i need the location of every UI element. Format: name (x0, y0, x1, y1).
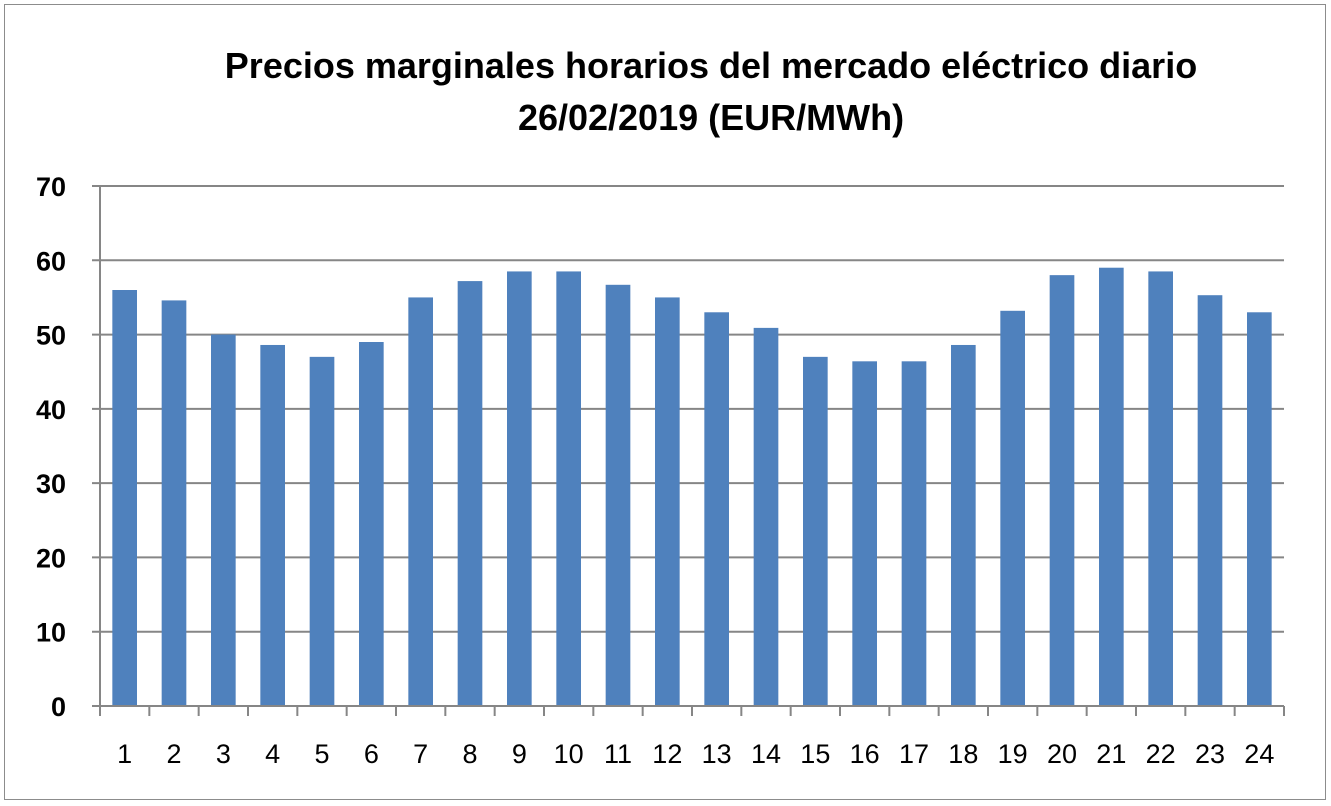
bar (112, 290, 137, 706)
x-tick-label: 21 (1096, 739, 1126, 769)
bar (1197, 295, 1223, 706)
chart-title: Precios marginales horarios del mercado … (224, 45, 1198, 86)
bar (753, 327, 779, 706)
y-tick-label: 0 (51, 692, 66, 722)
x-tick-label: 3 (216, 739, 231, 769)
x-tick-label: 15 (800, 739, 830, 769)
x-tick-label: 4 (265, 739, 280, 769)
x-tick-label: 16 (850, 739, 880, 769)
x-tick-labels: 1 2 3 4 5 6 7 8 9 10 11 12 13 14 15 16 17 18 19 20 21 22 23 24 (117, 739, 1274, 769)
bar (161, 300, 187, 706)
bar (704, 312, 729, 706)
bar (211, 334, 236, 706)
bar (1099, 267, 1124, 706)
x-tick-label: 9 (512, 739, 527, 769)
y-tick-labels: 0 10 20 30 40 50 60 70 (36, 172, 66, 722)
y-tick-label: 40 (36, 395, 66, 425)
x-tick-label: 22 (1146, 739, 1176, 769)
bar (852, 361, 877, 706)
bar (309, 356, 335, 706)
y-tick-label: 30 (36, 469, 66, 499)
y-tick-label: 70 (36, 172, 66, 202)
axes (99, 186, 1285, 716)
bar (1148, 271, 1173, 706)
x-tick-label: 20 (1047, 739, 1077, 769)
x-tick-label: 14 (751, 739, 781, 769)
bar (408, 297, 433, 706)
x-tick-label: 10 (554, 739, 584, 769)
x-tick-label: 23 (1195, 739, 1225, 769)
y-tick-label: 60 (36, 246, 66, 276)
x-tick-label: 17 (899, 739, 929, 769)
bar (1049, 275, 1075, 706)
bar (605, 284, 631, 706)
x-tick-label: 19 (998, 739, 1028, 769)
bar (1247, 312, 1272, 706)
x-tick-label: 8 (462, 739, 477, 769)
bars (112, 267, 1272, 706)
y-tick-label: 20 (36, 543, 66, 573)
bar (803, 356, 828, 706)
bar (457, 281, 483, 706)
bar (359, 342, 384, 706)
x-tick-label: 7 (413, 739, 428, 769)
chart-subtitle: 26/02/2019 (EUR/MWh) (517, 97, 905, 138)
y-tick-label: 50 (36, 321, 66, 351)
x-tick-label: 18 (948, 739, 978, 769)
y-tick-label: 10 (36, 618, 66, 648)
bar (260, 344, 285, 706)
x-tick-label: 2 (166, 739, 181, 769)
bar (901, 361, 927, 706)
x-tick-label: 6 (364, 739, 379, 769)
x-tick-label: 13 (702, 739, 732, 769)
x-tick-label: 5 (314, 739, 329, 769)
bar (655, 297, 680, 706)
x-tick-label: 24 (1244, 739, 1274, 769)
x-tick-label: 1 (117, 739, 132, 769)
gridlines (92, 185, 1284, 707)
bar (556, 271, 581, 706)
bar (1000, 310, 1025, 706)
x-tick-label: 12 (652, 739, 682, 769)
bar (507, 271, 532, 706)
x-tick-label: 11 (604, 739, 632, 769)
bar (951, 344, 976, 706)
chart-title-block: Precios marginales horarios del mercado … (0, 40, 1331, 144)
